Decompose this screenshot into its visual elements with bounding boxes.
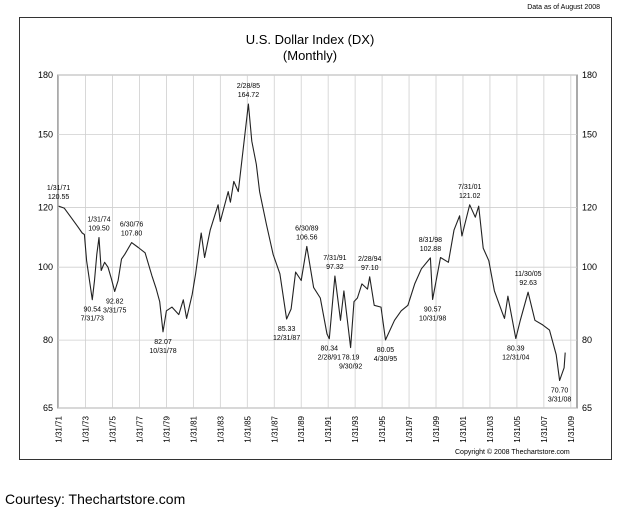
y-tick-label-right: 65 [582, 403, 592, 413]
annotation-value: 120.55 [48, 194, 70, 201]
annotation-date: 10/31/78 [149, 348, 176, 355]
annotation-date: 11/30/05 [515, 271, 542, 278]
y-tick-label-right: 150 [582, 130, 597, 140]
annotation-value: 80.39 [507, 346, 525, 353]
y-tick-label-left: 150 [38, 130, 53, 140]
annotation-date: 6/30/76 [120, 222, 143, 229]
y-tick-label-left: 120 [38, 203, 53, 213]
courtesy-caption: Courtesy: Thechartstore.com [5, 491, 186, 507]
y-tick-label-left: 65 [43, 403, 53, 413]
x-tick-label: 1/31/05 [513, 415, 522, 442]
annotation-date: 6/30/89 [295, 225, 318, 232]
y-tick-label-left: 180 [38, 70, 53, 80]
annotation-value: 82.07 [154, 339, 172, 346]
x-tick-label: 1/31/89 [297, 415, 306, 442]
annotation-date: 12/31/87 [273, 335, 300, 342]
data-as-of-note: Data as of August 2008 [527, 4, 600, 11]
dollar-index-line [58, 103, 566, 382]
x-tick-label: 1/31/93 [351, 415, 360, 442]
annotation-value: 92.63 [519, 280, 537, 287]
annotation-value: 97.10 [361, 265, 379, 272]
y-tick-label-right: 80 [582, 335, 592, 345]
annotation-date: 2/28/85 [237, 83, 260, 90]
annotation-date: 4/30/95 [374, 356, 397, 363]
y-tick-label-left: 100 [38, 262, 53, 272]
annotation-value: 90.57 [424, 307, 442, 314]
x-tick-label: 1/31/83 [216, 415, 225, 442]
annotation-date: 2/28/94 [358, 256, 381, 263]
annotation-value: 92.82 [106, 299, 124, 306]
x-tick-label: 1/31/91 [324, 415, 333, 442]
annotation-date: 1/31/71 [47, 185, 70, 192]
annotation-date: 9/30/92 [339, 364, 362, 371]
annotation-date: 1/31/74 [87, 216, 110, 223]
x-tick-label: 1/31/95 [378, 415, 387, 442]
x-tick-label: 1/31/97 [405, 415, 414, 442]
x-tick-label: 1/31/87 [270, 415, 279, 442]
annotation-value: 90.54 [83, 307, 101, 314]
y-tick-label-left: 80 [43, 335, 53, 345]
annotation-date: 7/31/91 [323, 255, 346, 262]
x-tick-label: 1/31/99 [432, 415, 441, 442]
annotation-date: 7/31/01 [458, 184, 481, 191]
annotation-value: 80.05 [377, 347, 395, 354]
annotation-value: 102.88 [420, 246, 442, 253]
copyright-note: Copyright © 2008 Thechartstore.com [455, 449, 570, 456]
x-tick-label: 1/31/75 [108, 415, 117, 442]
annotation-value: 80.34 [321, 346, 339, 353]
annotation-value: 106.56 [296, 234, 318, 241]
annotation-value: 97.32 [326, 264, 344, 271]
annotation-date: 8/31/98 [419, 237, 442, 244]
x-tick-label: 1/31/81 [189, 415, 198, 442]
annotation-value: 164.72 [238, 92, 260, 99]
chart-title: U.S. Dollar Index (DX) [245, 32, 375, 47]
x-tick-label: 1/31/79 [162, 415, 171, 442]
x-tick-label: 1/31/07 [540, 415, 549, 442]
x-tick-label: 1/31/03 [486, 415, 495, 442]
annotation-date: 2/28/91 [318, 355, 341, 362]
y-tick-label-right: 180 [582, 70, 597, 80]
annotation-value: 70.70 [551, 388, 569, 395]
x-tick-label: 1/31/01 [459, 415, 468, 442]
chart-subtitle: (Monthly) [282, 48, 338, 63]
x-tick-label: 1/31/09 [567, 415, 576, 442]
y-tick-label-right: 120 [582, 203, 597, 213]
annotation-date: 3/31/75 [103, 308, 126, 315]
y-tick-label-right: 100 [582, 262, 597, 272]
annotation-date: 10/31/98 [419, 316, 446, 323]
annotation-value: 121.02 [459, 193, 481, 200]
annotation-value: 107.80 [121, 231, 143, 238]
x-tick-label: 1/31/73 [82, 415, 91, 442]
annotation-date: 7/31/73 [81, 316, 104, 323]
x-tick-label: 1/31/71 [55, 415, 64, 442]
x-tick-label: 1/31/85 [243, 415, 252, 442]
x-tick-label: 1/31/77 [135, 415, 144, 442]
annotation-date: 12/31/04 [502, 355, 529, 362]
annotation-value: 78.19 [342, 355, 360, 362]
annotation-value: 109.50 [88, 225, 110, 232]
annotation-date: 3/31/08 [548, 397, 571, 404]
chart-frame [19, 17, 612, 460]
annotation-value: 85.33 [278, 326, 296, 333]
